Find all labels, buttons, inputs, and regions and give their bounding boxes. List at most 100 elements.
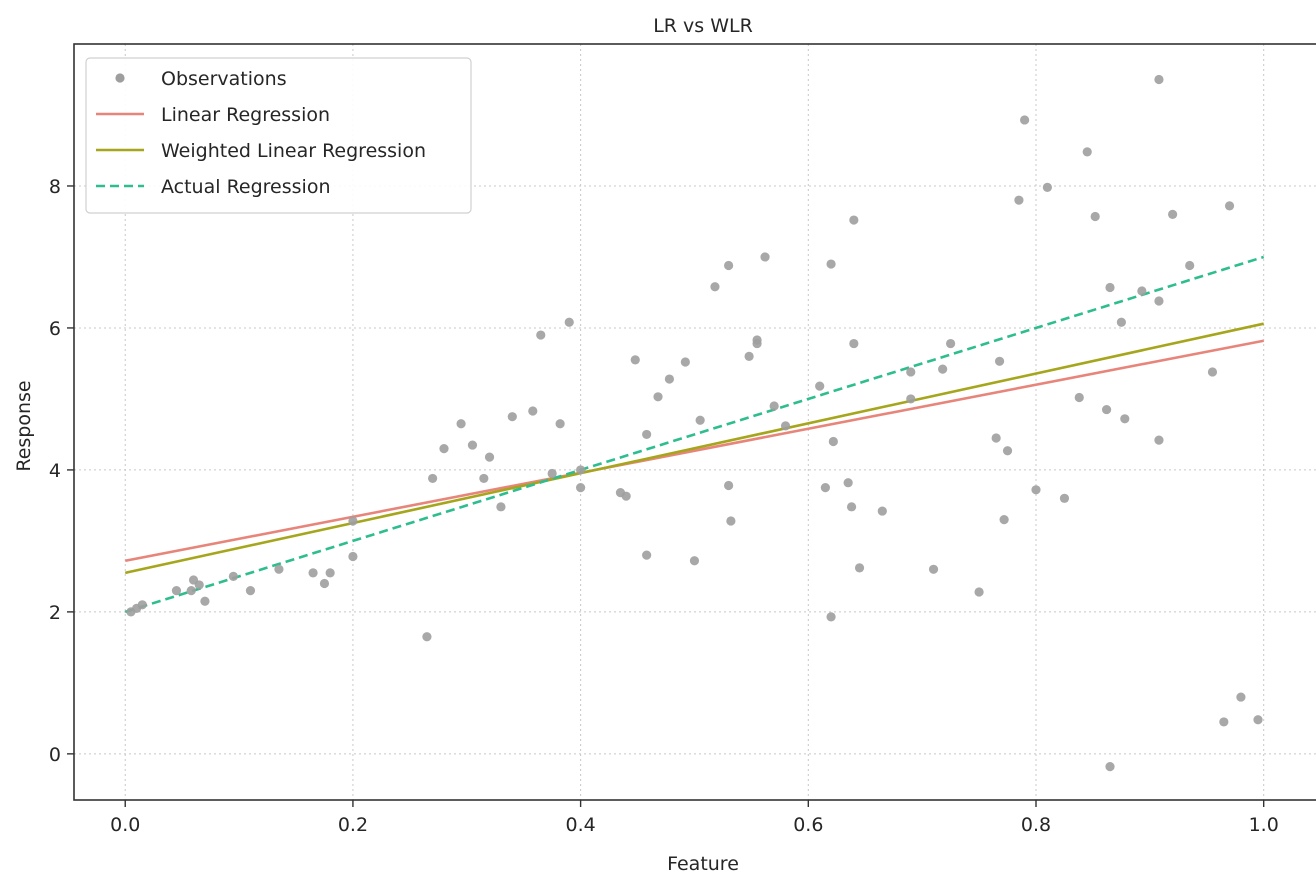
observation-point <box>1236 692 1246 702</box>
observation-point <box>820 483 830 493</box>
observation-point <box>710 282 720 292</box>
observation-point <box>1101 404 1112 415</box>
y-tick-label: 6 <box>49 318 61 340</box>
observation-point <box>1031 485 1041 495</box>
observation-point <box>1219 717 1229 727</box>
observation-point <box>1253 715 1263 725</box>
observation-point <box>171 585 182 596</box>
observation-point <box>1105 282 1115 293</box>
observation-point <box>1090 211 1100 222</box>
observation-point <box>994 356 1005 366</box>
legend-label: Observations <box>161 68 287 90</box>
observation-point <box>846 502 857 512</box>
x-tick-label: 0.2 <box>338 814 368 836</box>
observation-point <box>1224 201 1235 211</box>
observation-point <box>664 374 675 384</box>
observation-point <box>726 516 736 526</box>
observation-point <box>308 568 318 578</box>
observation-point <box>780 421 791 431</box>
observation-point <box>1042 182 1052 192</box>
observation-point <box>752 335 762 345</box>
observation-point <box>849 338 859 349</box>
legend-label: Weighted Linear Regression <box>161 140 426 162</box>
y-tick-label: 2 <box>49 602 61 624</box>
weighted-linear-regression-line <box>124 322 1264 575</box>
y-tick-label: 8 <box>49 176 61 198</box>
y-tick-label: 0 <box>49 744 61 766</box>
x-tick-label: 0.8 <box>1021 814 1051 836</box>
observation-point <box>348 516 358 526</box>
legend-marker-observations <box>115 73 125 83</box>
observation-point <box>653 392 663 402</box>
observation-point <box>877 506 887 516</box>
y-axis-label: Response <box>13 380 35 471</box>
observation-point <box>1074 392 1084 403</box>
observation-point <box>946 338 956 349</box>
plot-frame <box>73 43 1316 801</box>
observation-point <box>849 215 859 225</box>
observation-point <box>680 357 690 367</box>
x-axis-label: Feature <box>667 853 739 875</box>
observation-point <box>186 585 196 596</box>
y-tick-label: 4 <box>49 460 61 482</box>
observation-point <box>528 406 538 416</box>
observation-point <box>1154 74 1164 85</box>
observation-point <box>724 260 734 271</box>
observation-point <box>1120 414 1130 424</box>
observation-point <box>695 415 705 425</box>
observation-point <box>536 330 546 340</box>
observation-point <box>439 444 449 454</box>
linear-regression-line <box>124 339 1264 563</box>
observation-point <box>547 468 557 479</box>
observation-point <box>938 364 948 374</box>
observation-point <box>1059 493 1070 503</box>
observation-point <box>1002 446 1013 456</box>
observation-point <box>1116 317 1126 327</box>
legend-label: Linear Regression <box>161 104 330 126</box>
observation-point <box>1082 147 1092 157</box>
observation-point <box>1105 762 1115 772</box>
observation-point <box>467 440 478 450</box>
observation-point <box>689 556 700 566</box>
observation-point <box>137 600 147 610</box>
observation-point <box>999 515 1009 525</box>
observation-point <box>826 612 836 622</box>
observation-point <box>479 473 489 484</box>
observation-point <box>422 632 432 642</box>
observation-point <box>1014 195 1024 205</box>
observation-point <box>991 433 1001 443</box>
observation-point <box>928 564 939 574</box>
x-tick-label: 0.6 <box>793 814 823 836</box>
observation-point <box>621 491 631 501</box>
observation-point <box>642 550 652 560</box>
observation-point <box>1185 260 1195 271</box>
observation-point <box>1207 367 1218 377</box>
observation-point <box>826 259 836 269</box>
legend-box <box>85 57 472 214</box>
x-tick-label: 0.4 <box>566 814 596 836</box>
observation-point <box>576 483 586 493</box>
chart-title: LR vs WLR <box>653 15 753 37</box>
observation-point <box>854 563 865 573</box>
observation-point <box>228 571 238 581</box>
x-axis-ticks: 0.0 0.2 0.4 0.6 0.8 1.0 <box>110 800 1279 836</box>
observation-point <box>642 429 652 440</box>
legend: Observations Linear Regression Weighted Li… <box>85 57 472 214</box>
observation-point <box>1154 435 1164 445</box>
observation-point <box>1137 286 1147 296</box>
observation-point <box>348 551 358 562</box>
observation-point <box>630 355 640 365</box>
observation-point <box>194 580 204 590</box>
observation-point <box>564 317 574 327</box>
observation-point <box>769 401 779 411</box>
observation-point <box>843 478 853 488</box>
observation-point <box>974 587 984 597</box>
x-tick-label: 1.0 <box>1249 814 1279 836</box>
observation-point <box>484 452 495 462</box>
observation-point <box>456 419 466 429</box>
observation-point <box>507 412 517 422</box>
observation-point <box>325 568 335 578</box>
observation-point <box>1020 115 1030 125</box>
